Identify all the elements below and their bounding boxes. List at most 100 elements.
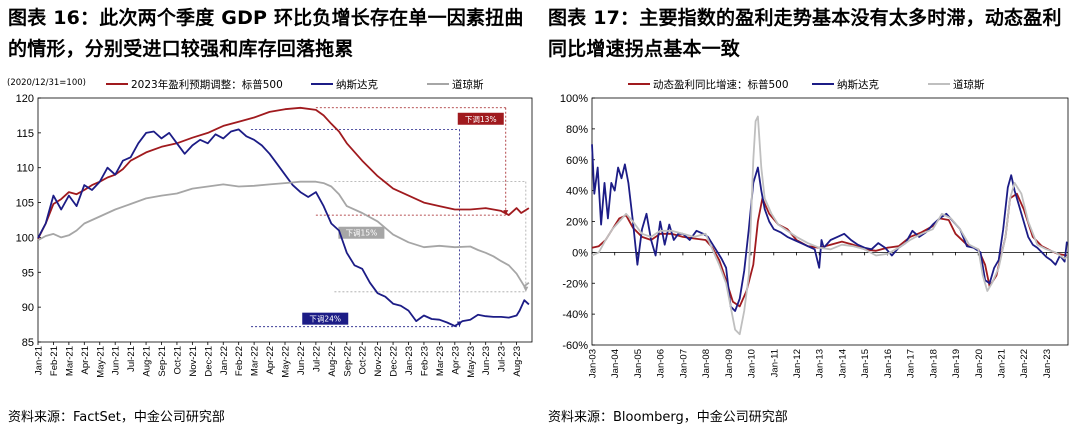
x-tick-label: Jul-21 <box>126 346 137 372</box>
x-tick-label: Jan-22 <box>219 346 230 375</box>
series-line <box>591 192 1068 308</box>
x-tick-label: Feb-21 <box>49 346 60 376</box>
legend-label: 道琼斯 <box>452 78 484 91</box>
x-tick-label: Jan-16 <box>883 349 894 378</box>
x-tick-label: Jan-10 <box>747 349 758 378</box>
x-tick-label: Jul-22 <box>311 346 322 372</box>
x-tick-label: Oct-21 <box>172 346 183 375</box>
x-tick-label: Jan-18 <box>928 349 939 378</box>
x-tick-label: Jan-05 <box>633 349 644 378</box>
left-source-note: 资料来源：FactSet，中金公司研究部 <box>8 410 225 425</box>
y-tick-label: -60% <box>562 340 588 352</box>
x-tick-label: Apr-23 <box>450 346 461 375</box>
x-tick-label: Aug-23 <box>512 346 523 377</box>
x-tick-label: Nov-22 <box>373 346 384 377</box>
y-tick-label: 90 <box>22 302 34 314</box>
annotation-label-box <box>302 312 349 325</box>
x-tick-label: Nov-21 <box>188 346 199 377</box>
y-tick-label: 60% <box>566 155 588 167</box>
x-tick-label: Mar-23 <box>435 346 446 376</box>
annotation-arrowhead <box>523 286 529 292</box>
right-line-chart: -60% -40% -20% 0% 20% 40% 60% 80% 100% Jan-03 Jan-… <box>560 78 1069 378</box>
x-tick-label: Jan-15 <box>860 349 871 378</box>
y-tick-label: 105 <box>16 198 34 210</box>
x-tick-label: Jun-21 <box>111 346 122 375</box>
x-tick-label: Jan-20 <box>974 349 985 378</box>
x-tick-label: Jan-23 <box>404 346 415 375</box>
x-tick-label: Jan-14 <box>837 349 848 378</box>
legend-label: 动态盈利同比增速：标普500 <box>653 78 789 91</box>
x-tick-label: Jan-11 <box>769 349 780 377</box>
x-tick-label: Jan-12 <box>792 349 803 378</box>
x-tick-label: May-21 <box>95 346 106 378</box>
x-tick-label: Mar-21 <box>64 346 75 376</box>
x-tick-label: Jan-21 <box>996 349 1007 378</box>
x-tick-label: Jan-04 <box>610 349 621 378</box>
x-tick-label: Jan-22 <box>1019 349 1030 378</box>
legend-label: 纳斯达克 <box>837 78 879 91</box>
x-tick-label: Jan-03 <box>588 349 599 378</box>
series-line <box>37 106 530 240</box>
y-tick-label: 80% <box>566 124 588 136</box>
x-tick-label: Aug-21 <box>142 346 153 377</box>
y-tick-label: 40% <box>566 186 588 198</box>
legend-label: 2023年盈利预期调整：标普500 <box>131 78 283 91</box>
y-tick-label: 85 <box>22 337 34 349</box>
series-line <box>591 115 1068 336</box>
right-chart-panel: 图表 17：主要指数的盈利走势基本没有太多时滞，动态盈利同比增速拐点基本一致 -… <box>540 0 1080 431</box>
x-tick-label: Jan-09 <box>724 349 735 378</box>
x-tick-label: Jan-13 <box>815 349 826 378</box>
annotation-label: 下调24% <box>309 315 341 324</box>
left-figure-title: 图表 16：此次两个季度 GDP 环比负增长存在单一因素扭曲的情形，分别受进口较… <box>8 7 524 60</box>
plot-frame <box>37 97 533 343</box>
x-tick-label: Dec-22 <box>389 346 400 377</box>
x-tick-label: Jan-23 <box>1042 349 1053 378</box>
x-tick-label: Jan-21 <box>34 346 45 375</box>
x-tick-label: Oct-22 <box>358 346 369 375</box>
x-tick-label: Jul-23 <box>497 346 508 372</box>
annotation-label: 下调13% <box>465 115 497 124</box>
x-tick-label: Jun-22 <box>296 346 307 375</box>
x-tick-label: May-22 <box>281 346 292 378</box>
y-tick-label: 100 <box>16 232 34 244</box>
x-tick-label: Feb-23 <box>419 346 430 376</box>
x-tick-label: Mar-22 <box>250 346 261 376</box>
x-tick-label: Aug-22 <box>327 346 338 377</box>
annotation-label-box <box>457 112 504 125</box>
series-line <box>37 128 530 327</box>
y-tick-label: 110 <box>16 163 34 175</box>
right-source-note: 资料来源：Bloomberg，中金公司研究部 <box>548 410 788 425</box>
x-tick-label: Apr-22 <box>265 346 276 375</box>
legend-label: 道琼斯 <box>953 78 985 91</box>
legend-label: 纳斯达克 <box>336 78 378 91</box>
x-tick-label: Sep-22 <box>342 346 353 377</box>
series-line <box>591 144 1068 312</box>
x-tick-label: Jan-17 <box>906 349 917 378</box>
right-figure-title: 图表 17：主要指数的盈利走势基本没有太多时滞，动态盈利同比增速拐点基本一致 <box>548 7 1062 60</box>
x-tick-label: Jan-07 <box>678 349 689 378</box>
x-tick-label: Jan-08 <box>701 349 712 378</box>
y-tick-label: -40% <box>562 309 588 321</box>
x-tick-label: Dec-21 <box>203 346 214 377</box>
y-tick-label: 100% <box>560 93 588 105</box>
x-tick-label: Sep-21 <box>157 346 168 377</box>
x-tick-label: Feb-22 <box>234 346 245 376</box>
series-line <box>37 180 530 288</box>
annotation-label-box <box>338 226 385 239</box>
y-tick-label: 115 <box>16 128 34 140</box>
y-tick-label: 120 <box>16 93 34 105</box>
x-tick-label: Jan-19 <box>951 349 962 378</box>
left-line-chart: 85 90 95 100 105 110 115 120 Jan-21 Feb-21 Mar-21 A… <box>7 78 533 378</box>
plot-frame <box>591 97 1069 346</box>
x-tick-label: Jun-23 <box>481 346 492 375</box>
y-tick-label: -20% <box>562 278 588 290</box>
unit-note: (2020/12/31=100) <box>7 78 86 88</box>
y-tick-label: 95 <box>22 267 34 279</box>
y-tick-label: 20% <box>566 217 588 229</box>
left-chart-panel: 图表 16：此次两个季度 GDP 环比负增长存在单一因素扭曲的情形，分别受进口较… <box>7 7 533 425</box>
x-tick-label: May-23 <box>466 346 477 378</box>
annotation-label: 下调15% <box>346 229 378 238</box>
x-tick-label: Apr-21 <box>80 346 91 375</box>
x-tick-label: Jan-06 <box>656 349 667 378</box>
y-tick-label: 0% <box>572 247 588 259</box>
